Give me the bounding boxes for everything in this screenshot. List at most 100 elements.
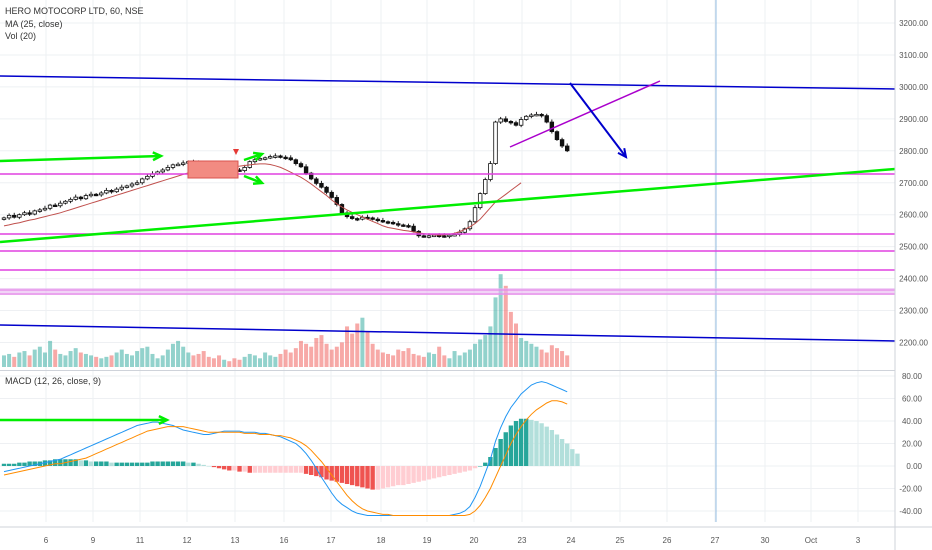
macd-histogram-bar (104, 461, 109, 466)
macd-axis-label: -40.00 (899, 507, 922, 516)
macd-histogram-bar (544, 426, 549, 466)
price-axis-label: 2600.00 (899, 211, 928, 220)
time-axis-label: 16 (280, 536, 289, 545)
macd-histogram-bar (32, 461, 37, 466)
macd-histogram-bar (196, 463, 201, 466)
volume-bar (17, 352, 22, 367)
volume-bar (258, 358, 262, 367)
candle-body (32, 210, 37, 215)
macd-histogram-bar (134, 462, 140, 466)
macd-histogram-bar (575, 453, 580, 466)
volume-bar (483, 335, 488, 367)
macd-histogram-bar (314, 466, 319, 477)
candle-body (513, 122, 519, 126)
macd-histogram-bar (498, 439, 503, 466)
time-axis-label: 3 (856, 536, 861, 545)
candle-body (329, 191, 334, 198)
macd-histogram-bar (421, 466, 427, 481)
volume-bar (467, 349, 472, 367)
volume-bar (176, 340, 181, 367)
drawings (0, 75, 896, 426)
blue-down-arrow-head (617, 147, 628, 159)
candle-body (134, 182, 140, 185)
price-axis-label: 2300.00 (899, 307, 928, 316)
volume-bar (544, 352, 549, 367)
macd-histogram-bar (570, 449, 575, 466)
volume-bar (355, 323, 360, 367)
candle-body (78, 196, 83, 200)
volume-bar (252, 355, 257, 367)
macd-histogram-bar (88, 461, 94, 466)
volume-bar (63, 355, 68, 367)
candle-body (160, 169, 165, 173)
volume-bar (73, 348, 78, 367)
candle-body (375, 218, 380, 222)
volume-bar (78, 352, 83, 367)
macd-axis-label: 0.00 (906, 462, 922, 471)
candle-body (334, 197, 339, 205)
candle-body (22, 212, 27, 216)
blue-down-arrow (569, 82, 627, 158)
candle-body (421, 235, 427, 238)
macd-histogram-bar (53, 459, 58, 466)
macd-histogram-bar (58, 459, 63, 466)
volume-bar (104, 356, 109, 367)
time-axis-label: 20 (470, 536, 479, 545)
macd-histogram-bar (396, 466, 401, 486)
volume-bar (150, 353, 155, 367)
macd-histogram-bar (513, 421, 519, 466)
volume-bar (288, 352, 293, 367)
candle-body (498, 118, 503, 123)
volume-bar (242, 356, 247, 367)
volume-bar (411, 353, 416, 367)
candle-body (554, 131, 560, 141)
candle-body (447, 234, 452, 238)
macd-axis-label: 60.00 (902, 395, 923, 404)
volume-bar (211, 358, 216, 367)
macd-histogram-bar (431, 466, 437, 479)
candle-body (385, 221, 391, 224)
ma-legend: MA (25, close) (5, 19, 63, 29)
time-axis-label: 9 (91, 536, 96, 545)
candle-body (145, 175, 150, 180)
candle-body (477, 193, 483, 209)
macd-histogram-bar (114, 462, 119, 466)
macd-histogram-bar (457, 466, 462, 473)
volume-bars (2, 274, 570, 367)
candle-body (518, 119, 524, 126)
candle-body (370, 217, 375, 220)
macd-histogram-bar (452, 466, 457, 474)
candle-body (180, 162, 186, 165)
macd-histogram-bar (380, 466, 386, 489)
volume-bar (421, 356, 426, 367)
candle-body (549, 121, 555, 133)
volume-bar (206, 356, 211, 367)
candle-body (524, 115, 529, 120)
candle-body (242, 167, 247, 172)
candle-body (170, 164, 176, 168)
volume-bar (565, 355, 570, 367)
volume-bar (201, 351, 206, 367)
volume-bar (160, 355, 165, 367)
macd-axis-label: 80.00 (902, 372, 923, 381)
macd-histogram-bar (488, 457, 493, 466)
price-axis-label: 2400.00 (899, 275, 928, 284)
macd-green-arrow-head (158, 414, 170, 426)
candle-body (288, 157, 293, 161)
volume-bar (391, 355, 396, 367)
lower-blue-trend-line (0, 324, 896, 342)
macd-histogram-bar (211, 466, 217, 468)
candle-body (278, 155, 283, 158)
volume-bar (135, 351, 140, 367)
volume-bar (529, 343, 534, 367)
candle-body (109, 190, 114, 193)
candle-body (488, 163, 493, 180)
candle-body (73, 196, 78, 200)
volume-bar (473, 343, 478, 367)
volume-bar (48, 340, 53, 367)
macd-axis-label: 40.00 (902, 417, 923, 426)
candle-body (129, 183, 135, 187)
volume-bar (452, 351, 457, 367)
candle-body (472, 207, 478, 223)
